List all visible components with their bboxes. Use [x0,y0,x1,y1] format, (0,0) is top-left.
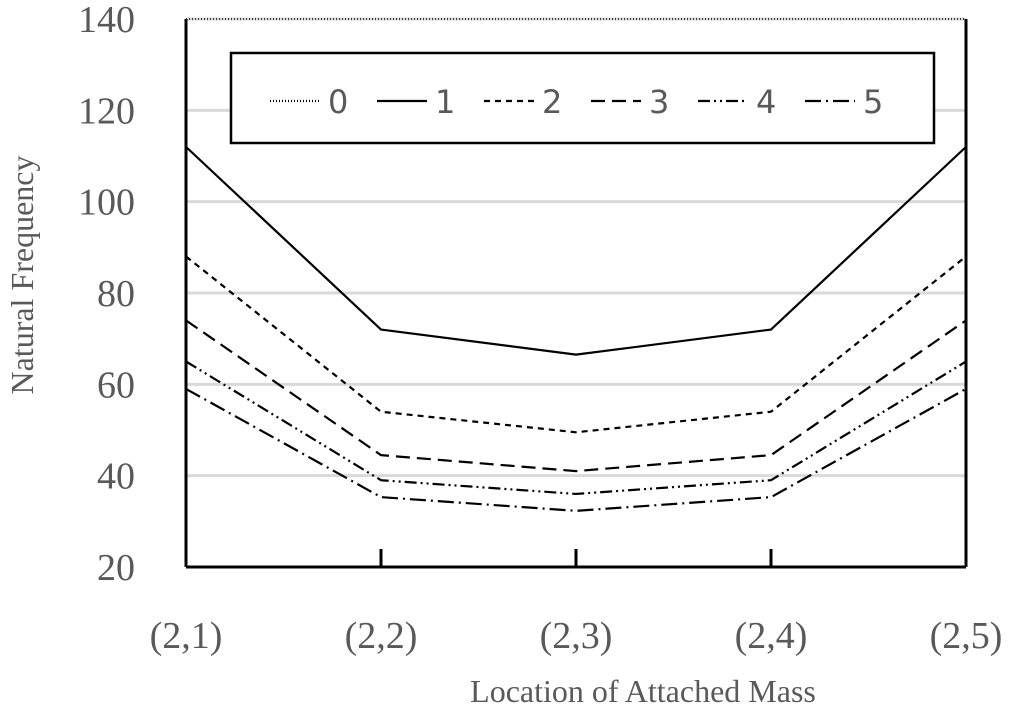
y-tick-label: 80 [97,273,135,315]
x-tick-label: (2,1) [150,615,223,657]
legend-label: 1 [435,83,455,121]
x-axis-title: Location of Attached Mass [470,673,816,707]
legend-label: 4 [756,83,776,121]
legend-label: 3 [649,83,669,121]
x-tick-label: (2,2) [345,615,418,657]
y-axis-title: Natural Frequency [4,155,40,394]
series-line [185,387,967,512]
x-tick-label: (2,5) [930,615,1003,657]
series-line [185,319,967,473]
y-tick-label: 20 [97,547,135,589]
y-tick-label: 120 [78,90,135,132]
legend-label: 2 [542,83,562,121]
legend-label: 5 [863,83,883,121]
x-tick-label: (2,3) [540,615,613,657]
x-tick-label: (2,4) [735,615,808,657]
series-line [185,255,967,434]
series-line [185,146,967,356]
series-line [185,360,967,496]
legend-label: 0 [328,83,348,121]
y-tick-label: 100 [78,182,135,224]
y-tick-label: 140 [78,0,135,41]
y-tick-label: 60 [97,364,135,406]
legend-box [229,51,936,145]
y-tick-label: 40 [97,456,135,498]
